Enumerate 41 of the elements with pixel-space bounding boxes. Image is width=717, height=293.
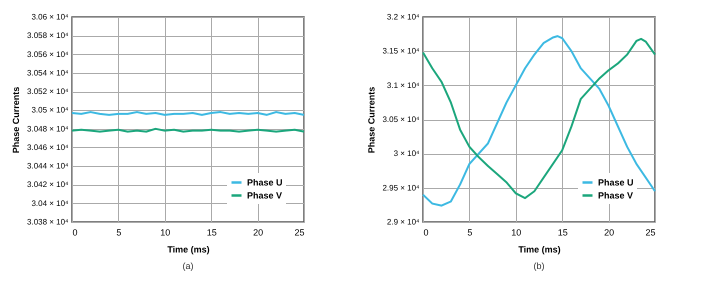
x-tick-label: 20 <box>253 228 264 238</box>
y-tick-label: 3.048 × 10⁴ <box>27 124 70 134</box>
legend-label: Phase U <box>247 178 283 188</box>
y-tick-label: 3.042 × 10⁴ <box>27 180 70 190</box>
y-tick-label: 3.05 × 10⁴ <box>31 106 70 115</box>
y-tick-label: 3.038 × 10⁴ <box>27 218 70 226</box>
x-axis-title: Time (ms) <box>518 244 561 254</box>
y-tick-label: 3.05 × 10⁴ <box>382 115 420 124</box>
x-axis-title: Time (ms) <box>167 244 210 254</box>
legend-label: Phase V <box>247 190 282 200</box>
text: (b) <box>534 261 544 271</box>
y-tick-label: 3.15 × 10⁴ <box>382 46 420 56</box>
y-tick-label: 3 × 10⁴ <box>394 149 420 158</box>
x-tick-label: 5 <box>116 228 122 238</box>
y-tick-label: 2.95 × 10⁴ <box>382 183 420 192</box>
x-tick-label: 25 <box>294 228 304 238</box>
y-tick-label: 3.054 × 10⁴ <box>27 68 70 78</box>
y-tick-label: 3.1 × 10⁴ <box>386 80 420 90</box>
legend-label: Phase U <box>598 178 634 188</box>
legend-label: Phase V <box>598 190 634 200</box>
x-tick-label: 10 <box>160 228 170 238</box>
x-tick-label: 15 <box>206 228 217 238</box>
y-tick-label: 3.06 × 10⁴ <box>31 12 70 22</box>
y-axis-title: Phase Currents <box>11 86 22 154</box>
x-tick-label: 10 <box>511 228 522 238</box>
x-tick-label: 20 <box>604 228 614 238</box>
y-tick-label: 3.2 × 10⁴ <box>386 12 420 22</box>
x-tick-label: 0 <box>424 228 429 238</box>
y-tick-label: 3.056 × 10⁴ <box>27 50 70 59</box>
x-tick-label: 15 <box>558 228 568 238</box>
y-tick-label: 3.04 × 10⁴ <box>31 198 70 208</box>
y-tick-label: 3.046 × 10⁴ <box>27 142 70 152</box>
y-tick-label: 2.9 × 10⁴ <box>386 218 420 226</box>
y-tick-label: 3.044 × 10⁴ <box>27 162 70 171</box>
x-tick-label: 5 <box>467 228 472 238</box>
x-tick-label: 25 <box>645 228 656 238</box>
x-tick-label: 0 <box>72 228 78 238</box>
y-tick-label: 3.052 × 10⁴ <box>27 87 70 96</box>
text: (a) <box>182 261 194 271</box>
y-axis-title: Phase Currents <box>366 86 376 154</box>
y-tick-label: 3.058 × 10⁴ <box>27 31 70 40</box>
